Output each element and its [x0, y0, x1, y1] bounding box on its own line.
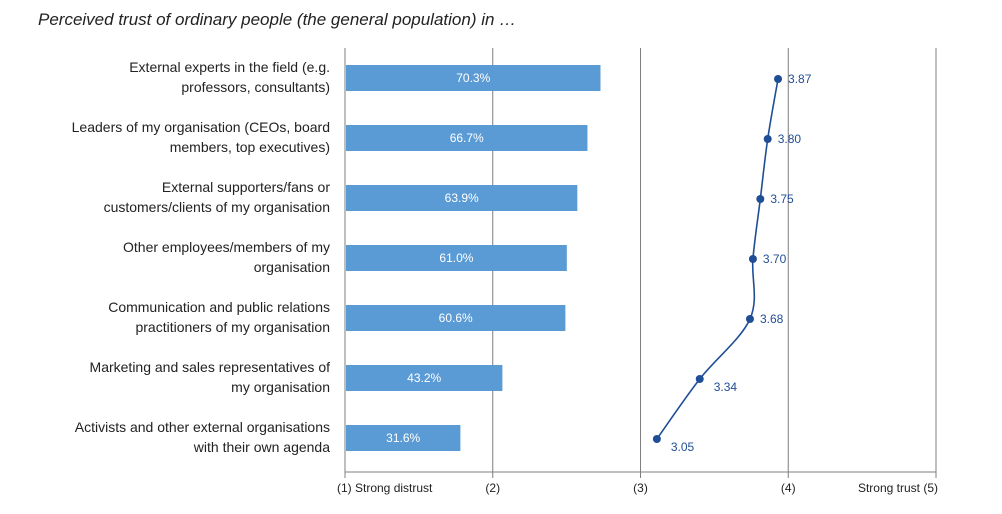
x-tick-label: Strong trust (5) [858, 481, 938, 495]
line-point [763, 135, 772, 143]
bar-data-label: 61.0% [439, 251, 473, 265]
category-label: Marketing and sales representatives of my… [90, 359, 331, 395]
bar-data-label: 70.3% [456, 71, 490, 85]
x-tick-label: (2) [485, 481, 500, 495]
line-point [745, 315, 754, 323]
x-axis: (1) Strong distrust (2) (3) (4) Strong trust… [337, 48, 938, 495]
line-point [652, 435, 661, 443]
line-point-label: 3.75 [770, 192, 794, 206]
line-point [695, 375, 704, 383]
category-label: Communication and public relations practi… [108, 299, 330, 335]
bar-data-label: 66.7% [450, 131, 484, 145]
x-tick-label: (3) [633, 481, 648, 495]
x-tick-label: (1) Strong distrust [337, 481, 433, 495]
bar [346, 425, 461, 451]
category-labels: External experts in the field (e.g. profe… [72, 59, 331, 455]
line-point [748, 255, 757, 263]
bar [346, 125, 588, 151]
line-point-label: 3.87 [788, 72, 812, 86]
bar-data-label: 43.2% [407, 371, 441, 385]
bar-data-label: 60.6% [439, 311, 473, 325]
line-point-label: 3.70 [763, 252, 787, 266]
bar [346, 305, 566, 331]
line-point [756, 195, 765, 203]
line-series: 3.87 3.80 3.75 3.70 3.68 3.34 3.05 [652, 72, 812, 454]
category-label: Activists and other external organisatio… [75, 419, 330, 455]
bar-data-label: 31.6% [386, 431, 420, 445]
bar-data-label: 63.9% [445, 191, 479, 205]
bar [346, 65, 601, 91]
category-label: External experts in the field (e.g. profe… [129, 59, 330, 95]
bar-series: 70.3% 66.7% 63.9% 61.0% 60.6% 43.2% 31.6% [346, 65, 601, 451]
line-point-label: 3.80 [778, 132, 802, 146]
line-point-label: 3.68 [760, 312, 784, 326]
category-label: Leaders of my organisation (CEOs, board m… [72, 119, 330, 155]
line-point-label: 3.05 [671, 440, 695, 454]
bar [346, 365, 503, 391]
category-label: Other employees/members of my organisatio… [123, 239, 330, 275]
line-point [774, 75, 783, 83]
x-tick-label: (4) [781, 481, 796, 495]
bar [346, 185, 578, 211]
category-label: External supporters/fans or customers/cli… [104, 179, 331, 215]
line-point-label: 3.34 [714, 380, 738, 394]
bar [346, 245, 567, 271]
chart-title: Perceived trust of ordinary people (the … [38, 10, 517, 29]
